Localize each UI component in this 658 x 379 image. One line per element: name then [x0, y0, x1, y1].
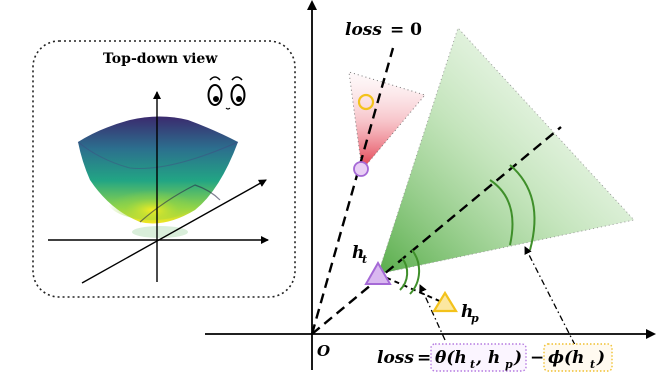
purple-circle-point: [353, 161, 369, 177]
formula-eq: =: [417, 348, 431, 368]
yellow-circle-point: [357, 93, 375, 111]
eyes-icon: [207, 76, 246, 110]
formula-theta-sub2: p: [505, 358, 513, 371]
formula-theta-sub1: t: [470, 358, 475, 371]
loss-zero-lhs: loss: [345, 20, 382, 40]
red-cone: [348, 71, 426, 172]
h-p-base: h: [461, 302, 473, 322]
loss-zero-label: loss = 0: [345, 20, 422, 40]
h-p-triangle: [432, 290, 458, 313]
h-t-label: h t: [352, 243, 367, 266]
formula-minus: −: [530, 348, 544, 368]
h-t-base: h: [352, 243, 364, 263]
loss-surface-icon: [77, 116, 239, 238]
formula-theta-mid: , h: [475, 348, 500, 368]
h-p-ray: [377, 273, 445, 304]
theta-arc-inner: [399, 257, 409, 291]
inset-title: Top-down view: [103, 51, 218, 67]
formula-theta-end: ): [513, 348, 522, 368]
origin-label: O: [317, 342, 330, 360]
phi-leader-arrow: [524, 246, 576, 346]
inset-z-axis: [81, 179, 267, 284]
phi-arc-inner: [489, 179, 514, 246]
loss-zero-eq: = 0: [390, 20, 422, 40]
formula-phi-end: ): [596, 348, 605, 368]
theta-arc-outer: [409, 249, 421, 295]
phi-box: [543, 343, 613, 372]
h-p-subscript: p: [471, 312, 479, 325]
formula-phi: ϕ(h: [548, 348, 584, 368]
h-p-label: h p: [461, 302, 479, 325]
theta-box: [430, 343, 527, 372]
loss-formula: loss = θ(h t , h p ) − ϕ(h t ): [377, 343, 613, 372]
formula-lhs: loss: [377, 348, 414, 368]
phi-arc-outer: [509, 164, 536, 251]
loss-zero-ray: [310, 47, 395, 335]
h-t-subscript: t: [362, 253, 367, 266]
formula-theta: θ(h: [435, 348, 467, 368]
inset-panel: Top-down view: [32, 40, 296, 298]
h-t-ray: [311, 126, 562, 335]
theta-leader-arrow: [419, 284, 446, 341]
green-cone: [377, 27, 635, 275]
formula-phi-sub: t: [590, 358, 595, 371]
h-t-triangle: [364, 260, 392, 285]
